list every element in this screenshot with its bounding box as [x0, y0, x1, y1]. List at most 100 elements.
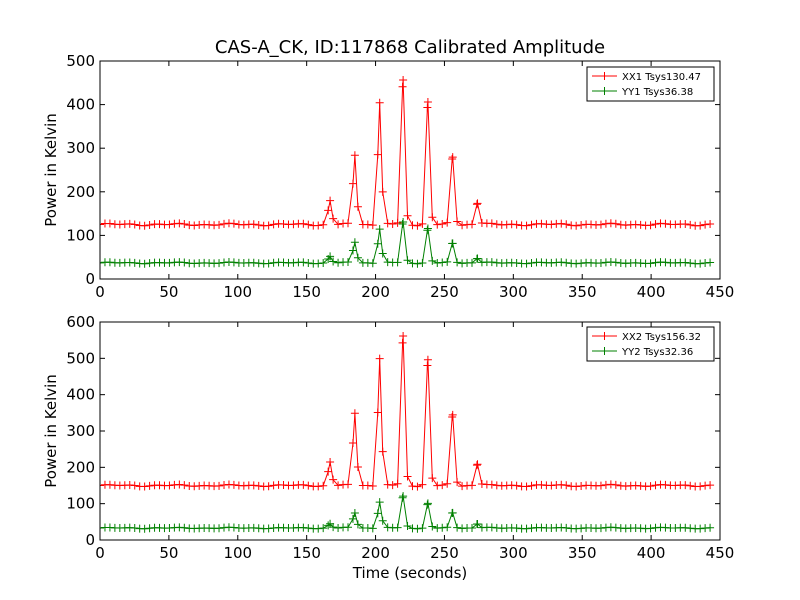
data-point-marker — [472, 200, 481, 209]
data-point-marker — [100, 258, 104, 267]
data-point-marker — [375, 98, 384, 107]
data-point-marker — [522, 221, 531, 230]
data-point-marker — [373, 509, 382, 518]
data-point-marker — [399, 217, 408, 226]
data-point-marker — [423, 226, 432, 235]
data-point-marker — [304, 220, 313, 229]
data-point-marker — [398, 493, 407, 502]
legend-marker — [600, 72, 609, 80]
data-point-marker — [399, 332, 408, 341]
data-point-marker — [269, 220, 278, 229]
data-point-marker — [175, 480, 184, 489]
y-tick-label: 200 — [66, 183, 95, 201]
data-point-marker — [448, 153, 457, 162]
data-point-marker — [636, 220, 645, 229]
data-point-marker — [388, 481, 397, 490]
data-point-marker — [453, 258, 462, 267]
data-point-marker — [353, 253, 362, 262]
data-point-marker — [180, 219, 189, 228]
data-point-marker — [326, 196, 335, 205]
data-point-marker — [681, 481, 690, 490]
data-point-marker — [393, 218, 402, 227]
data-point-marker — [398, 82, 407, 91]
data-point-marker — [319, 220, 328, 229]
data-point-marker — [423, 499, 432, 508]
data-point-marker — [487, 480, 496, 489]
data-point-marker — [537, 219, 546, 228]
x-tick-label: 0 — [95, 283, 105, 301]
data-point-marker — [701, 220, 710, 229]
data-point-marker — [458, 482, 467, 491]
data-point-marker — [329, 257, 338, 266]
data-point-marker — [329, 475, 338, 484]
data-point-marker — [418, 480, 427, 489]
x-tick-label: 350 — [568, 283, 597, 301]
legend-label: XX2 Tsys156.32 — [622, 332, 701, 343]
legend-marker — [600, 347, 609, 355]
data-point-marker — [180, 523, 189, 532]
data-point-marker — [577, 221, 586, 230]
data-point-marker — [334, 258, 343, 267]
legend-box — [586, 326, 715, 362]
data-point-marker — [299, 219, 308, 228]
data-point-marker — [329, 214, 338, 223]
legend-box — [586, 66, 715, 102]
data-point-marker — [468, 220, 476, 229]
data-point-marker — [344, 219, 352, 228]
data-point-marker — [512, 220, 521, 229]
data-point-marker — [249, 481, 258, 490]
x-tick-label: 200 — [361, 544, 390, 562]
data-point-marker — [428, 522, 437, 531]
x-tick-label: 0 — [95, 544, 105, 562]
data-point-marker — [646, 259, 655, 268]
x-tick-label: 250 — [430, 283, 459, 301]
y-tick-label: 300 — [66, 139, 95, 157]
data-point-marker — [611, 258, 620, 267]
data-point-marker — [557, 480, 566, 489]
data-point-marker — [314, 221, 323, 230]
y-axis-title: Power in Kelvin — [42, 113, 60, 227]
data-point-marker — [651, 481, 660, 490]
data-point-marker — [448, 410, 457, 419]
data-point-marker — [696, 482, 705, 491]
legend-label: YY1 Tsys36.38 — [621, 87, 693, 98]
data-point-marker — [254, 220, 263, 229]
data-point-marker — [681, 258, 690, 267]
data-point-marker — [375, 354, 384, 363]
data-point-marker — [368, 221, 377, 230]
data-point-marker — [512, 481, 521, 490]
data-point-marker — [706, 523, 715, 532]
y-tick-label: 500 — [66, 52, 95, 70]
data-point-marker — [350, 509, 359, 518]
data-point-marker — [324, 206, 333, 215]
data-point-marker — [512, 258, 521, 267]
data-point-marker — [398, 338, 407, 347]
data-point-marker — [264, 482, 273, 491]
figure-title: CAS-A_CK, ID:117868 Calibrated Amplitude — [215, 37, 605, 58]
data-point-marker — [100, 481, 104, 490]
data-point-marker — [408, 482, 417, 491]
data-point-marker — [418, 524, 427, 533]
data-point-marker — [413, 482, 422, 491]
data-point-marker — [145, 259, 154, 268]
data-point-marker — [180, 481, 189, 490]
x-tick-label: 50 — [159, 544, 178, 562]
data-point-marker — [681, 220, 690, 229]
data-point-marker — [651, 220, 660, 229]
data-point-marker — [403, 211, 412, 220]
data-point-marker — [229, 258, 238, 267]
data-point-marker — [686, 220, 695, 229]
data-point-marker — [606, 219, 615, 228]
data-point-marker — [596, 481, 605, 490]
data-point-marker — [443, 257, 452, 266]
data-point-marker — [706, 481, 715, 490]
data-point-marker — [289, 220, 298, 229]
data-point-marker — [611, 523, 620, 532]
series-yy — [100, 217, 715, 268]
data-point-marker — [646, 482, 655, 491]
data-point-marker — [433, 220, 442, 229]
y-tick-label: 100 — [66, 495, 95, 513]
legend-marker — [600, 332, 609, 340]
data-point-marker — [378, 187, 387, 196]
